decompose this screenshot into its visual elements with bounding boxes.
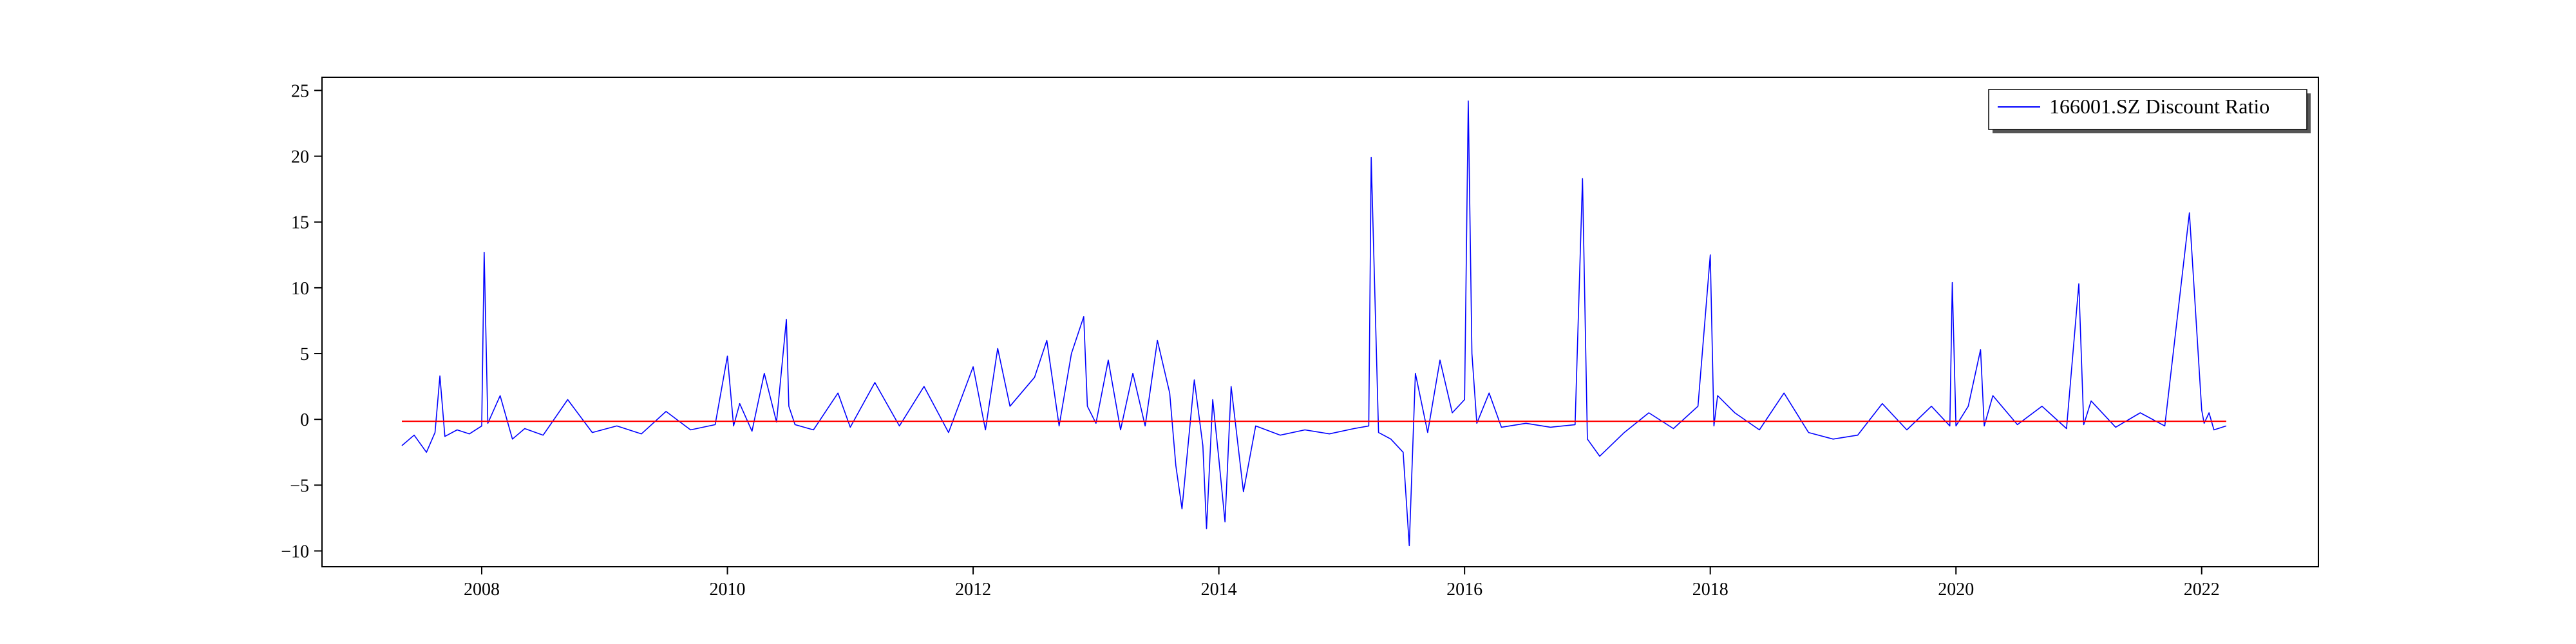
y-tick-label: −5 <box>290 476 309 496</box>
legend: 166001.SZ Discount Ratio <box>1988 89 2311 133</box>
y-tick-label: 10 <box>291 279 309 299</box>
x-tick-label: 2022 <box>2184 580 2220 600</box>
legend-label: 166001.SZ Discount Ratio <box>2049 95 2269 118</box>
x-axis: 2008 2010 2012 2014 2016 2018 2020 2022 <box>464 567 2220 600</box>
x-tick-label: 2020 <box>1938 580 1974 600</box>
series-line-discount-ratio <box>401 100 2227 547</box>
y-tick-label: 20 <box>291 147 309 167</box>
x-tick-label: 2010 <box>710 580 746 600</box>
x-tick-label: 2018 <box>1692 580 1728 600</box>
legend-box <box>1988 89 2307 130</box>
y-tick-label: 5 <box>300 345 309 365</box>
x-tick-label: 2016 <box>1446 580 1482 600</box>
y-tick-label: −10 <box>281 542 309 562</box>
x-tick-label: 2008 <box>464 580 500 600</box>
x-tick-label: 2014 <box>1201 580 1237 600</box>
y-tick-label: 15 <box>291 213 309 233</box>
axes-frame <box>321 77 2319 567</box>
y-axis: −10 −5 0 5 10 15 20 25 <box>281 81 322 562</box>
y-tick-label: 25 <box>291 81 309 101</box>
plot-area <box>401 100 2227 547</box>
x-tick-label: 2012 <box>955 580 991 600</box>
y-tick-label: 0 <box>300 410 309 430</box>
